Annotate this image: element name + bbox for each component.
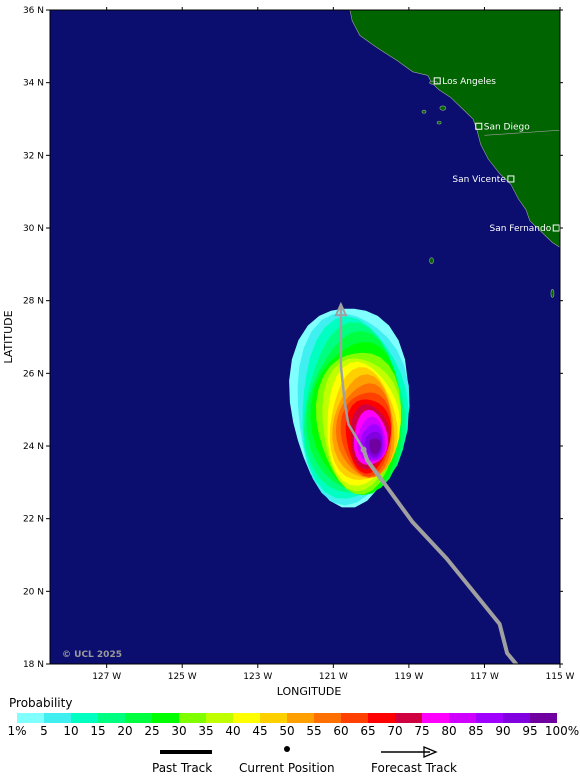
x-axis-title: LONGITUDE: [277, 685, 342, 698]
island: [439, 105, 447, 111]
legend-label: 5: [40, 724, 48, 738]
axis-ticks: 127 W 125 W 123 W 121 W 119 W 117 W 115 W 18 N 2…: [23, 6, 575, 682]
y-tick-label: 18 N: [23, 660, 44, 670]
city-label: San Fernando: [490, 224, 552, 234]
past-track-symbol: [160, 750, 212, 754]
island: [436, 120, 442, 125]
legend-label: 45: [252, 724, 268, 738]
city-marker: [552, 224, 560, 232]
legend-swatch: [17, 713, 44, 723]
x-tick-label: 123 W: [243, 672, 272, 682]
legend-title: Probability: [9, 696, 73, 710]
legend-swatch: [368, 713, 395, 723]
island: [429, 257, 434, 265]
y-tick-label: 26 N: [23, 369, 44, 379]
legend-label: 25: [144, 724, 160, 738]
legend-label: 35: [198, 724, 214, 738]
x-tick-label: 119 W: [394, 672, 423, 682]
legend-swatch: [125, 713, 152, 723]
legend-swatch: [179, 713, 206, 723]
legend-swatch: [503, 713, 530, 723]
legend-swatch: [422, 713, 449, 723]
legend-label: 50: [279, 724, 295, 738]
forecast-track-label: Forecast Track: [371, 761, 457, 775]
x-tick-label: 125 W: [168, 672, 197, 682]
past-track-label: Past Track: [152, 761, 213, 775]
legend-label: 100%: [544, 724, 580, 738]
current-position-symbol: [284, 746, 290, 752]
legend-swatch: [152, 713, 179, 723]
y-tick-label: 22 N: [23, 515, 44, 525]
x-tick-label: 127 W: [92, 672, 121, 682]
legend-label: 20: [117, 724, 133, 738]
x-tick-label: 115 W: [546, 672, 575, 682]
y-tick-label: 32 N: [23, 151, 44, 161]
current-position-label: Current Position: [239, 761, 335, 775]
y-tick-label: 34 N: [23, 79, 44, 89]
legend-swatch: [530, 713, 557, 723]
legend-swatch: [287, 713, 314, 723]
forecast-track-line: [339, 304, 365, 451]
legend-swatch: [71, 713, 98, 723]
forecast-arrowhead: [334, 301, 348, 317]
legend-label: 85: [468, 724, 484, 738]
legend-swatch: [476, 713, 503, 723]
legend-label: 30: [171, 724, 187, 738]
y-tick-label: 28 N: [23, 297, 44, 307]
legend-color-bar: [17, 713, 557, 723]
city-marker: [475, 122, 483, 130]
probability-map: Los Angeles San Diego San Vicente San Ferna…: [2, 6, 575, 698]
legend-swatch: [206, 713, 233, 723]
legend-label: 15: [90, 724, 106, 738]
legend-label: 90: [495, 724, 511, 738]
track-layer: [334, 301, 519, 664]
past-track-line: [361, 447, 519, 664]
city-label: San Diego: [484, 122, 530, 132]
city-label: Los Angeles: [442, 77, 496, 87]
legend-labels: 1% 5 10 15 20 25 30 35 40 45 50 55 60 65 70 75 80 85 90 95 1…: [0, 724, 580, 740]
land-layer: [349, 10, 560, 298]
x-tick-label: 117 W: [470, 672, 499, 682]
legend-label: 1%: [7, 724, 27, 738]
legend-label: 80: [441, 724, 457, 738]
legend-label: 40: [225, 724, 241, 738]
legend-swatch: [341, 713, 368, 723]
legend-swatch: [395, 713, 422, 723]
island: [421, 109, 427, 114]
track-key: Past Track Current Position Forecast Tra…: [0, 742, 580, 782]
legend-label: 95: [522, 724, 538, 738]
legend-label: 55: [306, 724, 322, 738]
y-tick-label: 30 N: [23, 224, 44, 234]
border-line: [484, 129, 560, 136]
y-tick-label: 36 N: [23, 6, 44, 16]
y-tick-label: 24 N: [23, 442, 44, 452]
x-tick-label: 121 W: [319, 672, 348, 682]
probability-contours: [289, 308, 410, 508]
legend-swatch: [44, 713, 71, 723]
plot-frame: [49, 9, 561, 665]
y-axis-title: LATITUDE: [2, 310, 15, 363]
probability-level-20: [369, 438, 381, 455]
coastline: [349, 10, 560, 248]
legend-swatch: [233, 713, 260, 723]
city-layer: Los Angeles San Diego San Vicente San Ferna…: [433, 77, 560, 234]
legend-swatch: [314, 713, 341, 723]
city-marker: [433, 77, 441, 85]
legend-swatch: [260, 713, 287, 723]
legend-swatch: [98, 713, 125, 723]
copyright-label: © UCL 2025: [62, 650, 122, 660]
legend-label: 75: [414, 724, 430, 738]
city-marker: [507, 175, 515, 183]
island: [550, 289, 555, 298]
current-position-marker: [360, 446, 367, 453]
city-label: San Vicente: [452, 175, 506, 185]
legend-label: 60: [333, 724, 349, 738]
y-tick-label: 20 N: [23, 587, 44, 597]
forecast-track-symbol: [381, 746, 438, 758]
legend-swatch: [449, 713, 476, 723]
legend-label: 10: [63, 724, 79, 738]
legend-label: 70: [387, 724, 403, 738]
legend-label: 65: [360, 724, 376, 738]
